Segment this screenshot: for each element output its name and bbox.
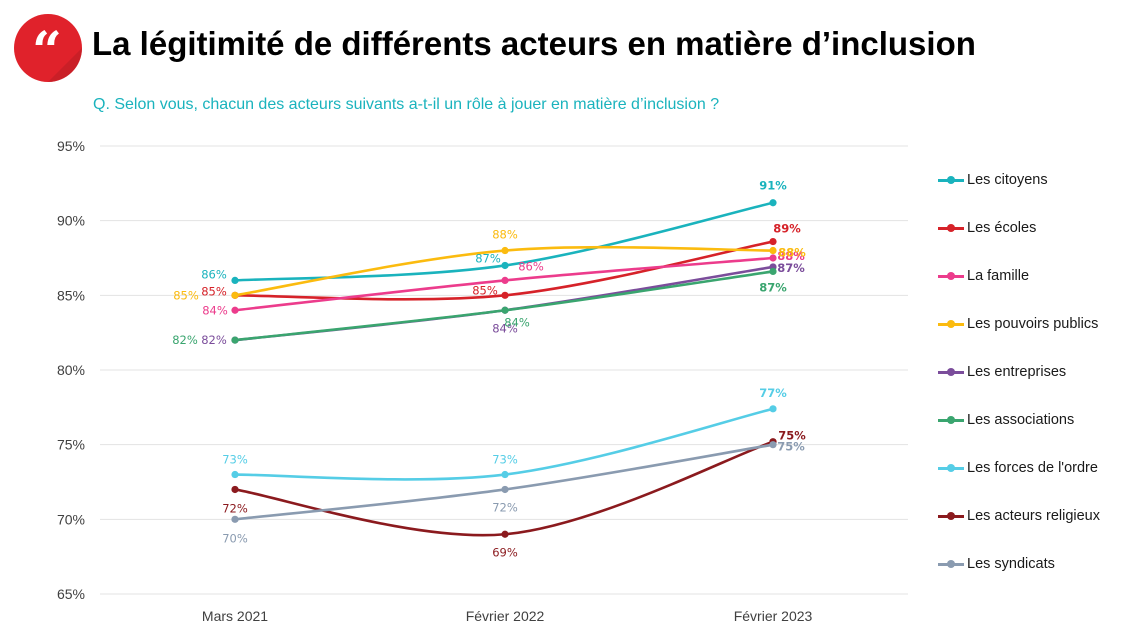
data-point xyxy=(769,237,777,246)
chart-subtitle: Q. Selon vous, chacun des acteurs suivan… xyxy=(93,96,720,113)
legend-swatch xyxy=(938,173,964,187)
legend-item: Les forces de l'ordre xyxy=(938,458,1098,478)
data-point xyxy=(501,291,509,299)
data-label: 77% xyxy=(759,386,787,400)
data-label: 88% xyxy=(778,246,806,260)
data-point xyxy=(501,306,509,314)
data-point xyxy=(769,405,777,413)
legend-label: Les pouvoirs publics xyxy=(967,316,1099,332)
data-labels: 86%87%91%85% 85%89%84%86%88%85%88%88%82%8… xyxy=(172,179,806,560)
y-tick-label: 75% xyxy=(57,437,85,453)
data-point xyxy=(231,470,239,479)
data-label: 75% xyxy=(777,440,805,454)
quote-logo-icon: “ xyxy=(14,14,82,82)
data-point xyxy=(231,276,239,284)
data-point xyxy=(231,515,239,523)
x-tick-label: Février 2023 xyxy=(734,608,813,624)
legend-item: Les acteurs religieux xyxy=(938,506,1100,526)
legend-label: Les entreprises xyxy=(967,364,1067,380)
legend-label: Les citoyens xyxy=(967,172,1048,188)
series-line xyxy=(233,245,775,297)
legend-swatch xyxy=(938,317,964,331)
legend-swatch xyxy=(938,221,964,235)
data-label: 86% xyxy=(518,259,544,273)
legend-label: Les associations xyxy=(967,412,1075,428)
data-point xyxy=(501,261,509,270)
page-title: La légitimité de différents acteurs en m… xyxy=(92,25,976,62)
data-label: 69% xyxy=(492,545,518,559)
legend-label: Les écoles xyxy=(967,220,1037,236)
y-tick-label: 70% xyxy=(57,511,85,527)
data-point xyxy=(501,246,509,255)
data-label: 87% xyxy=(759,280,787,294)
legend-swatch xyxy=(938,365,964,379)
data-point xyxy=(501,530,509,538)
data-label: 75% xyxy=(778,429,806,443)
data-label: 88% xyxy=(777,249,805,263)
series-points xyxy=(231,199,777,538)
x-tick-label: Mars 2021 xyxy=(202,608,268,624)
legend-swatch xyxy=(938,413,964,427)
series-line xyxy=(233,407,775,481)
legend-swatch xyxy=(938,557,964,571)
legend-item: Les écoles xyxy=(938,218,1036,238)
legend-label: Les forces de l'ordre xyxy=(967,460,1098,476)
data-point xyxy=(769,199,777,207)
data-label: 82% xyxy=(201,333,227,347)
data-point xyxy=(231,336,239,344)
legend-swatch xyxy=(938,509,964,523)
data-label: 72% xyxy=(492,500,518,514)
y-axis-ticks: 65% 70% 75% 80% 85% 90% 95% xyxy=(57,138,85,602)
data-label: 82% xyxy=(172,333,198,347)
data-label: 84% xyxy=(504,315,530,329)
data-point xyxy=(769,254,777,262)
data-point xyxy=(769,441,777,449)
data-point xyxy=(231,306,239,314)
legend-label: Les acteurs religieux xyxy=(967,508,1100,524)
data-label: 87% xyxy=(475,251,501,265)
x-tick-label: Février 2022 xyxy=(466,608,545,624)
data-point xyxy=(231,485,239,494)
data-label: 88% xyxy=(492,228,518,242)
data-label: 73% xyxy=(222,453,248,467)
svg-text:“: “ xyxy=(32,21,62,82)
x-axis-ticks: Mars 2021 Février 2022 Février 2023 xyxy=(202,608,813,624)
data-point xyxy=(501,470,509,479)
y-tick-label: 95% xyxy=(57,138,85,154)
data-point xyxy=(231,291,239,299)
y-tick-label: 80% xyxy=(57,362,85,378)
data-label: 85% xyxy=(472,283,498,297)
legend-item: Les citoyens xyxy=(938,170,1048,190)
legend-item: Les pouvoirs publics xyxy=(938,314,1098,334)
data-label: 91% xyxy=(759,179,787,193)
data-label: 84% xyxy=(492,321,518,335)
legend-swatch xyxy=(938,461,964,475)
legend-item: Les entreprises xyxy=(938,362,1066,382)
y-tick-label: 90% xyxy=(57,213,85,229)
data-point xyxy=(501,485,509,494)
y-tick-label: 65% xyxy=(57,586,85,602)
data-point xyxy=(769,246,777,255)
legend-item: Les associations xyxy=(938,410,1074,430)
data-label: 87% xyxy=(777,261,805,275)
grid-lines xyxy=(100,145,908,595)
data-label: 85% xyxy=(201,284,227,298)
data-point xyxy=(769,267,777,276)
y-tick-label: 85% xyxy=(57,287,85,303)
data-label: 86% xyxy=(201,267,227,281)
data-label: 72% xyxy=(222,501,248,515)
legend-label: La famille xyxy=(967,268,1030,284)
legend-item: La famille xyxy=(938,266,1029,286)
data-point xyxy=(501,276,509,284)
data-label: 85% xyxy=(173,288,199,302)
data-label: 84% xyxy=(202,303,228,317)
data-label: 70% xyxy=(222,531,248,545)
legend-swatch xyxy=(938,269,964,283)
legend-item: Les syndicats xyxy=(938,554,1055,574)
data-label: 73% xyxy=(492,453,518,467)
data-label: 89% xyxy=(773,222,801,236)
legend-label: Les syndicats xyxy=(967,556,1055,572)
